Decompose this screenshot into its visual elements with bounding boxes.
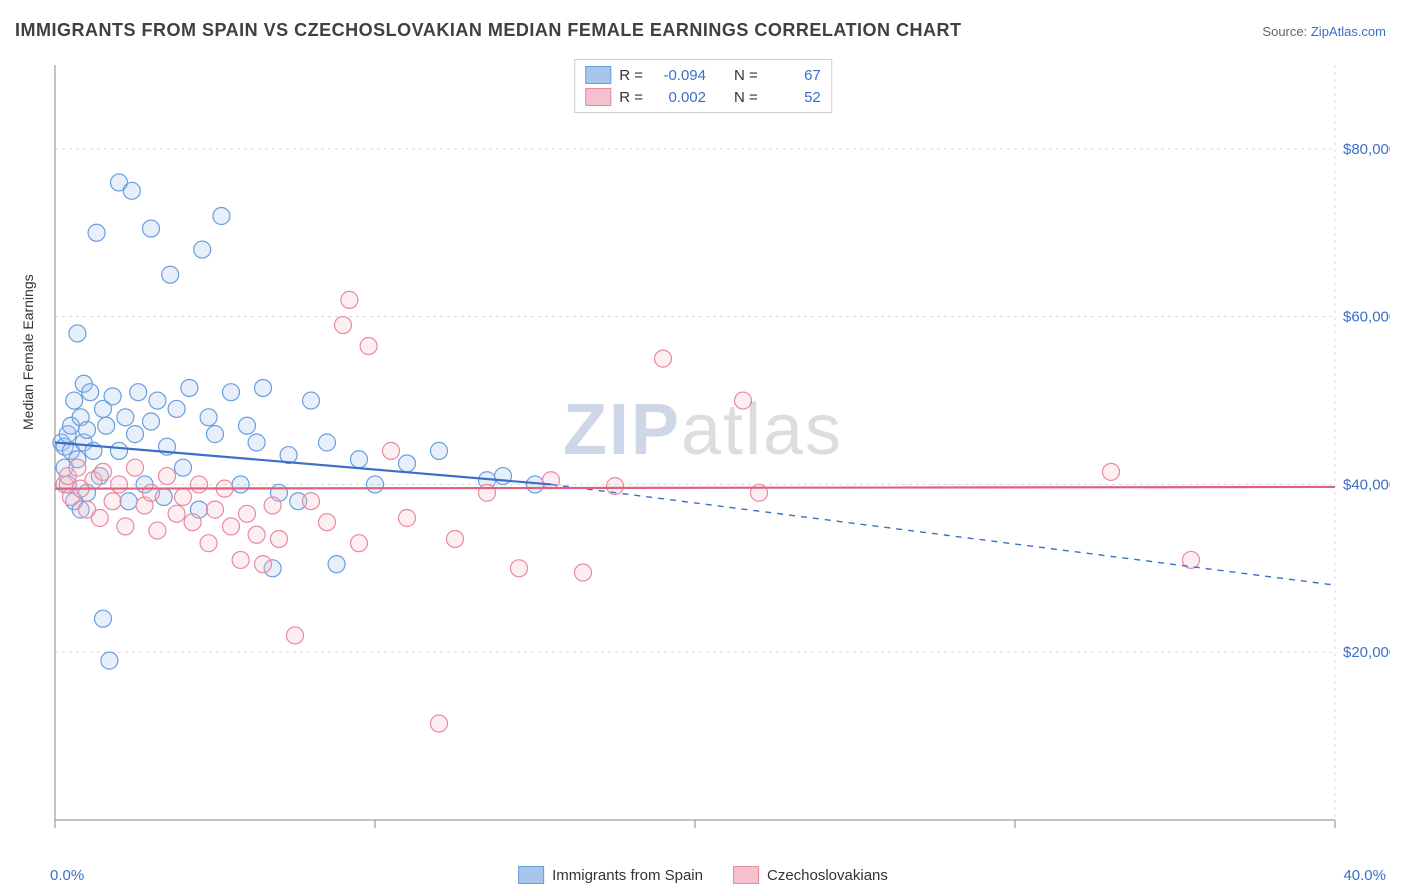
legend-row-spain: R = -0.094 N = 67 — [585, 64, 821, 86]
legend-item-spain: Immigrants from Spain — [518, 866, 703, 884]
correlation-legend: R = -0.094 N = 67 R = 0.002 N = 52 — [574, 59, 832, 113]
legend-item-czech: Czechoslovakians — [733, 866, 888, 884]
n-value-spain: 67 — [766, 67, 821, 84]
swatch-spain — [585, 66, 611, 84]
legend-label-spain: Immigrants from Spain — [552, 867, 703, 884]
swatch-czech — [585, 88, 611, 106]
x-axis-max-label: 40.0% — [1343, 867, 1386, 884]
x-axis-min-label: 0.0% — [50, 867, 84, 884]
r-label: R = — [619, 67, 643, 84]
svg-text:$20,000: $20,000 — [1343, 644, 1390, 661]
series-legend: Immigrants from Spain Czechoslovakians — [518, 866, 888, 884]
legend-row-czech: R = 0.002 N = 52 — [585, 86, 821, 108]
r-value-czech: 0.002 — [651, 89, 706, 106]
r-label: R = — [619, 89, 643, 106]
swatch-czech — [733, 866, 759, 884]
y-axis-label: Median Female Earnings — [20, 274, 36, 430]
r-value-spain: -0.094 — [651, 67, 706, 84]
swatch-spain — [518, 866, 544, 884]
svg-text:$60,000: $60,000 — [1343, 309, 1390, 326]
source-label: Source: — [1262, 24, 1307, 39]
legend-label-czech: Czechoslovakians — [767, 867, 888, 884]
svg-text:$80,000: $80,000 — [1343, 141, 1390, 158]
n-value-czech: 52 — [766, 89, 821, 106]
svg-text:$40,000: $40,000 — [1343, 476, 1390, 493]
chart-title: IMMIGRANTS FROM SPAIN VS CZECHOSLOVAKIAN… — [15, 20, 962, 41]
source-attribution: Source: ZipAtlas.com — [1262, 24, 1386, 39]
n-label: N = — [734, 67, 758, 84]
source-link[interactable]: ZipAtlas.com — [1311, 24, 1386, 39]
scatter-plot: $20,000 $40,000 $60,000 $80,000 — [45, 55, 1390, 850]
n-label: N = — [734, 89, 758, 106]
